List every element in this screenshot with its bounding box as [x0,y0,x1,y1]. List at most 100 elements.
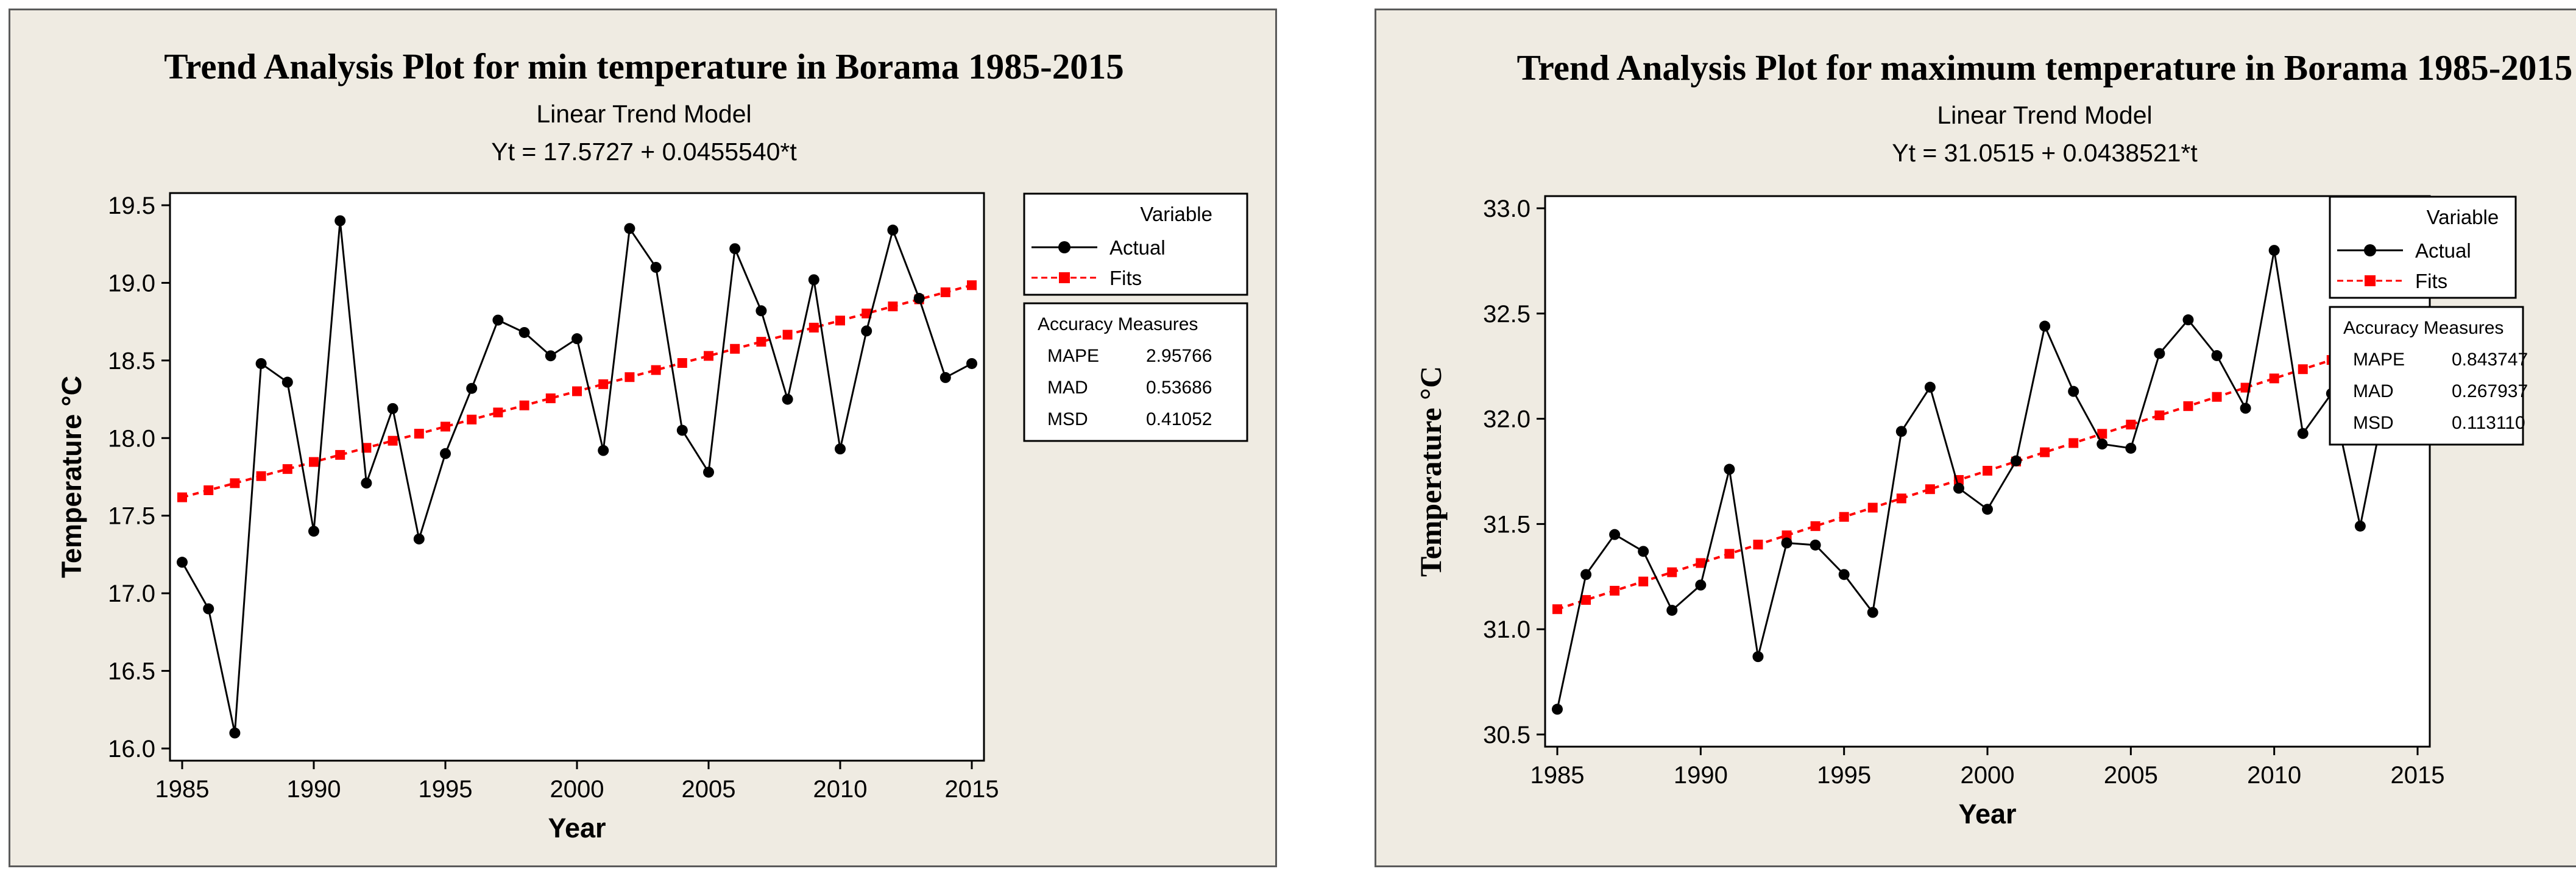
accuracy-label: MAPE [2353,350,2405,370]
accuracy-label: MSD [2353,413,2394,433]
actual-point [308,526,319,537]
y-tick-label: 32.5 [1483,301,1530,328]
fits-point [545,393,556,404]
actual-point [413,533,425,544]
actual-point [835,443,846,455]
fits-point [177,492,187,502]
fits-point [756,337,766,347]
fits-point [835,315,845,326]
actual-point [703,467,714,478]
x-tick-label: 1985 [1530,762,1585,789]
actual-point [1609,529,1621,540]
actual-point [2211,350,2223,361]
x-axis-label: Year [1958,798,2016,829]
actual-point [598,445,609,456]
actual-point [1695,579,1707,591]
max-temperature-chart-panel: Trend Analysis Plot for maximum temperat… [1375,9,2576,867]
accuracy-value: 0.843747 [2452,350,2528,370]
actual-point [650,261,662,273]
fits-point [414,429,424,439]
actual-point [1867,607,1878,618]
accuracy-title: Accuracy Measures [2343,318,2503,338]
y-tick-label: 19.5 [108,192,155,219]
actual-point [2154,348,2165,359]
actual-point [1752,651,1764,663]
y-tick-label: 17.0 [108,580,155,607]
legend-actual-label: Actual [1109,236,1166,259]
fits-point [704,351,713,361]
fits-point [888,301,898,312]
fits-point [1638,576,1649,586]
y-tick-label: 16.5 [108,658,155,685]
trend-equation: Yt = 31.0515 + 0.0438521*t [1892,139,2198,167]
fits-point [967,280,977,291]
fits-point [387,435,398,446]
x-tick-label: 2015 [2391,762,2445,789]
fits-point [2298,364,2308,375]
actual-point [2097,438,2108,450]
actual-point [808,274,819,286]
fits-point [230,478,240,488]
accuracy-value: 0.53686 [1146,378,1212,398]
y-axis-label: Temperature °C [56,376,87,578]
fits-point [625,372,635,382]
actual-point [1580,569,1592,580]
fits-point [335,449,345,460]
actual-point [1810,539,1821,551]
actual-point [939,372,951,383]
actual-point [387,403,398,414]
fits-point [1581,595,1591,605]
fits-point [598,379,609,389]
actual-point [2011,455,2022,467]
x-tick-label: 2005 [2104,762,2158,789]
y-tick-label: 31.5 [1483,511,1530,538]
actual-point [2125,442,2137,454]
actual-point [1953,482,1964,494]
y-tick-label: 18.0 [108,425,155,452]
actual-point [2068,386,2079,397]
accuracy-value: 0.113110 [2452,413,2525,433]
fits-point [2154,410,2165,420]
actual-point [255,357,267,369]
accuracy-value: 0.267937 [2452,381,2528,401]
y-tick-label: 17.5 [108,503,155,530]
fits-point [2212,392,2222,402]
actual-point [466,382,478,394]
fits-point [1983,465,1992,476]
actual-point [545,350,556,362]
actual-point [2240,403,2251,414]
legend-actual-label: Actual [2415,239,2471,262]
fits-point [1896,493,1906,504]
actual-point [676,424,688,436]
actual-point [729,243,741,255]
fits-point [782,329,793,340]
actual-point [361,477,372,489]
fits-point [1810,521,1821,531]
min-temperature-chart-panel: Trend Analysis Plot for min temperature … [9,9,1277,867]
chart-subtitle: Linear Trend Model [1937,101,2152,129]
fits-point [2097,429,2107,439]
plot-area [169,192,985,762]
actual-point [887,224,899,236]
actual-point [2182,314,2194,326]
x-tick-label: 2000 [1961,762,2015,789]
accuracy-label: MAD [2353,381,2394,401]
actual-point [1924,381,1936,393]
y-tick-label: 33.0 [1483,195,1530,222]
accuracy-label: MSD [1047,409,1088,429]
fits-point [1610,585,1620,596]
actual-point [755,305,767,317]
legend-title: Variable [1140,203,1212,225]
accuracy-box [1023,302,1248,442]
fits-point [2068,438,2079,448]
actual-point [281,376,293,388]
y-axis-label: Temperature °C [1414,366,1448,577]
fits-point [677,357,687,368]
fits-point [1696,558,1706,568]
chart-title: Trend Analysis Plot for min temperature … [164,46,1123,86]
legend-actual-marker [1058,241,1070,253]
chart-title: Trend Analysis Plot for maximum temperat… [1517,48,2573,88]
accuracy-value: 0.41052 [1146,409,1212,429]
fits-point [309,457,319,467]
y-tick-label: 19.0 [108,270,155,297]
